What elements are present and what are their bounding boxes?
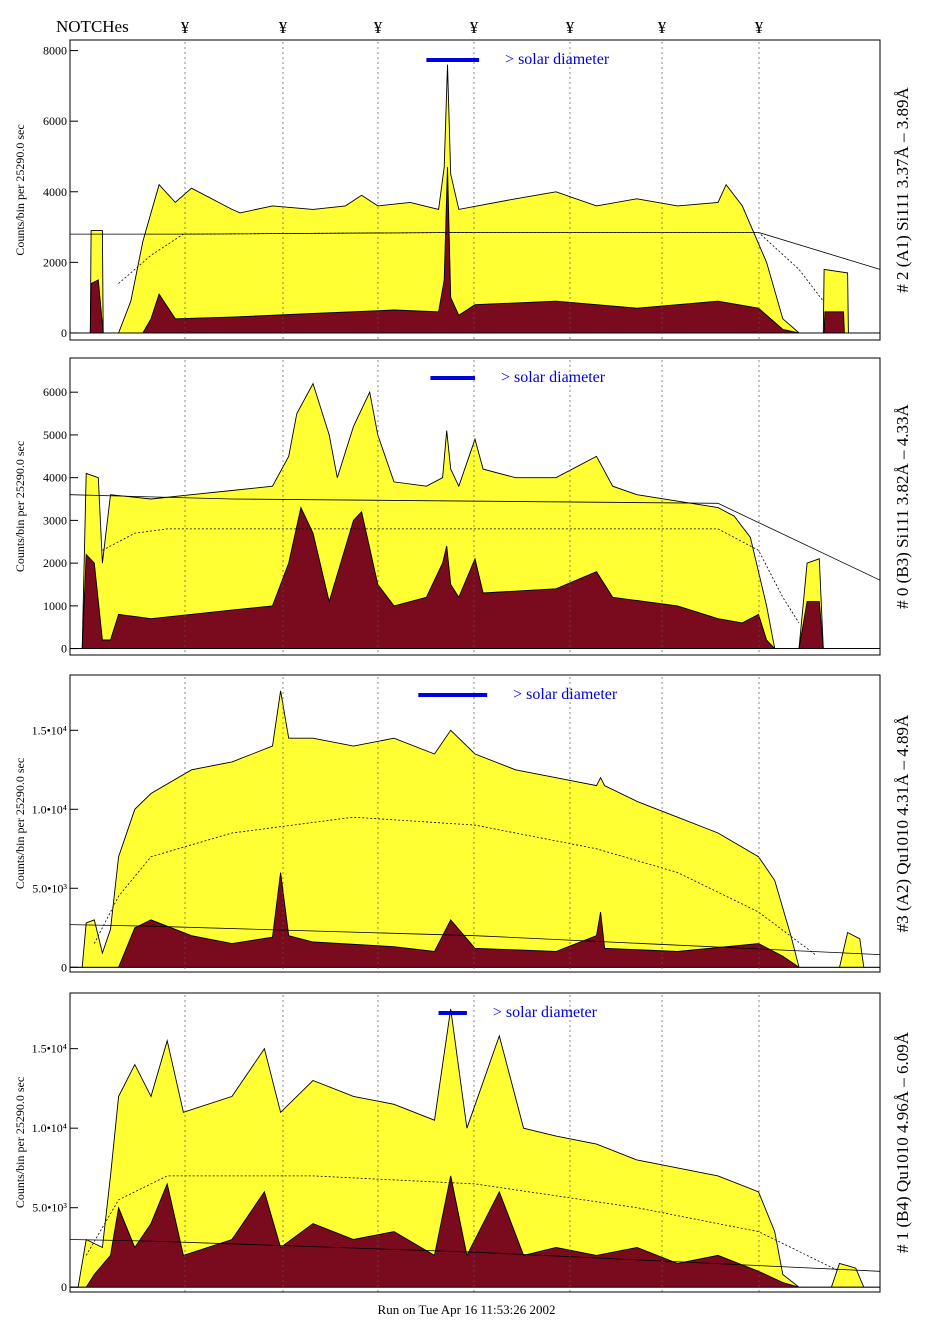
y-tick-label: 1000 — [43, 599, 67, 613]
panel-4: 0 5.0•10³ 1.0•10⁴ 1.5•10⁴ Counts/bin per 252… — [13, 992, 912, 1294]
y-tick-label: 2000 — [43, 556, 67, 570]
panel-2: 0 1000 2000 3000 4000 5000 6000 Counts/bin per … — [13, 357, 912, 656]
y-tick-label: 8000 — [43, 44, 67, 58]
panel-side-label: # 1 (B4) Qu1010 4.96Å – 6.09Å — [893, 1031, 912, 1253]
y-tick-label: 5.0•10³ — [32, 881, 67, 895]
notch-symbol-3: ¥ — [374, 18, 383, 37]
y-tick-label: 1.5•10⁴ — [32, 723, 67, 737]
y-tick-label: 0 — [61, 960, 67, 974]
panel-side-label: # 0 (B3) Si111 3.82Å – 4.33Å — [893, 403, 912, 608]
y-tick-label: 4000 — [43, 471, 67, 485]
model-dashed-line — [85, 1175, 840, 1272]
solar-diameter-label: > solar diameter — [513, 686, 618, 703]
model-solid-line — [69, 494, 881, 581]
solar-diameter-label: > solar diameter — [505, 51, 610, 68]
notch-symbol-4: ¥ — [470, 18, 479, 37]
notch-symbol-7: ¥ — [755, 18, 764, 37]
notches-label: NOTCHes — [56, 17, 129, 36]
notch-symbol-2: ¥ — [279, 18, 288, 37]
y-axis-label: Counts/bin per 25290.0 sec — [13, 758, 27, 889]
notch-symbol-5: ¥ — [566, 18, 575, 37]
y-axis-label: Counts/bin per 25290.0 sec — [13, 124, 27, 255]
y-tick-label: 2000 — [43, 255, 67, 269]
solar-diameter-label: > solar diameter — [501, 369, 606, 386]
y-axis-label: Counts/bin per 25290.0 sec — [13, 441, 27, 572]
notch-symbol-1: ¥ — [181, 18, 190, 37]
notch-markers: ¥ ¥ ¥ ¥ ¥ ¥ ¥ — [181, 18, 764, 37]
panel-frame — [69, 992, 881, 1293]
panel-frame — [69, 357, 881, 656]
spectrum-area — [70, 64, 880, 334]
model-solid-line — [70, 232, 881, 270]
y-tick-label: 1.0•10⁴ — [32, 1121, 67, 1135]
y-tick-label: 6000 — [43, 385, 67, 399]
panel-frame — [69, 674, 881, 973]
run-timestamp: Run on Tue Apr 16 11:53:26 2002 — [377, 1302, 556, 1317]
background-area — [70, 506, 880, 650]
y-tick-label: 0 — [61, 1280, 67, 1294]
y-tick-label: 0 — [61, 642, 67, 656]
spectrum-area — [70, 690, 880, 968]
y-tick-label: 6000 — [43, 114, 67, 128]
y-axis-label: Counts/bin per 25290.0 sec — [13, 1077, 27, 1208]
panel-1: 0 2000 4000 6000 8000 Counts/bin per 25290.0 … — [13, 39, 912, 341]
y-tick-label: 1.0•10⁴ — [32, 802, 67, 816]
model-solid-line — [69, 924, 881, 955]
solar-diameter-label: > solar diameter — [493, 1004, 598, 1021]
panel-side-label: #3 (A2) Qu1010 4.31Å – 4.89Å — [893, 714, 912, 932]
panel-frame — [69, 39, 881, 341]
model-solid-line — [69, 1239, 881, 1272]
y-tick-label: 5000 — [43, 428, 67, 442]
y-tick-label: 4000 — [43, 185, 67, 199]
notch-symbol-6: ¥ — [658, 18, 667, 37]
y-tick-label: 0 — [61, 326, 67, 340]
panel-3: 0 5.0•10³ 1.0•10⁴ 1.5•10⁴ Counts/bin per 252… — [13, 674, 912, 974]
y-tick-label: 3000 — [43, 513, 67, 527]
model-dashed-line — [93, 816, 816, 955]
panel-side-label: # 2 (A1) Si111 3.37Å – 3.89Å — [893, 86, 912, 292]
spectrum-panels: 0 2000 4000 6000 8000 Counts/bin per 25290.0 … — [13, 39, 912, 1294]
y-tick-label: 5.0•10³ — [32, 1201, 67, 1215]
y-tick-label: 1.5•10⁴ — [32, 1042, 67, 1056]
